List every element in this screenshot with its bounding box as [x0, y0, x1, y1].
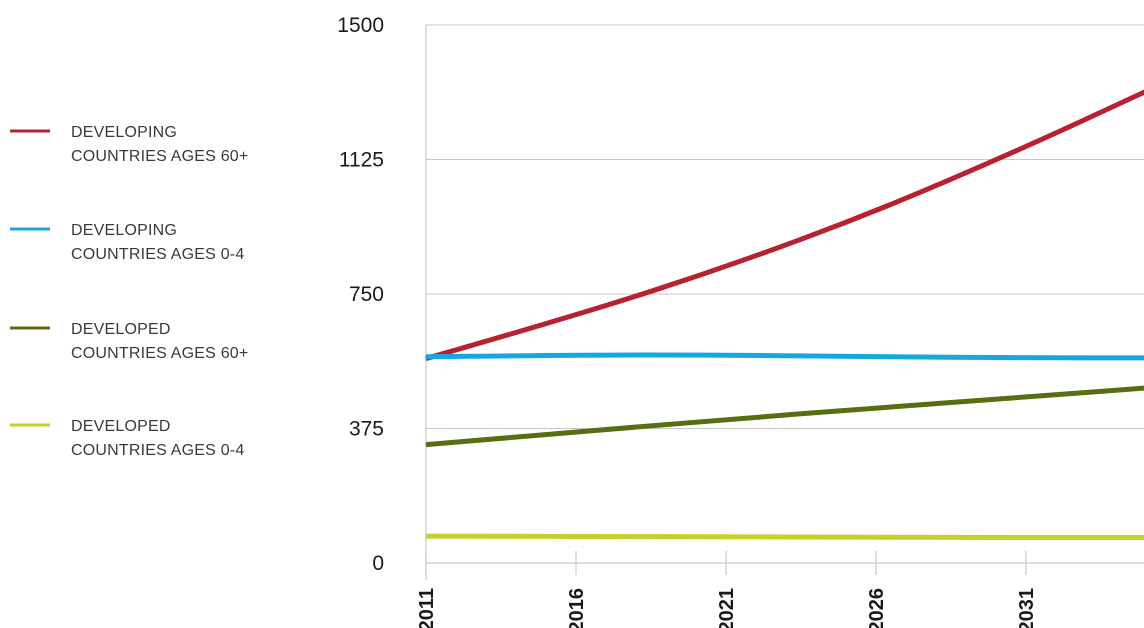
legend-label-3: DEVELOPED	[71, 321, 171, 338]
legend-label-2: DEVELOPING	[71, 222, 177, 239]
grid-lines	[426, 24, 1144, 429]
x-tick-label: 2031	[1016, 588, 1038, 628]
series-line-3	[425, 385, 1144, 448]
y-tick-label: 0	[372, 552, 384, 575]
legend-label-2: COUNTRIES AGES 0-4	[71, 246, 244, 263]
series-line-4	[425, 533, 1144, 541]
series-line-1	[425, 89, 1144, 361]
legend: DEVELOPING COUNTRIES AGES 60+ DEVELOPING CO…	[10, 124, 248, 459]
legend-label-3: COUNTRIES AGES 60+	[71, 345, 248, 362]
legend-label-4: COUNTRIES AGES 0-4	[71, 442, 244, 459]
y-axis-ticks: 0 375 750 1125 1500	[337, 14, 384, 575]
series-line-2	[425, 352, 1144, 361]
x-axis-ticks: 2011 2016 2021 2026 2031	[416, 551, 1038, 628]
legend-label-1: DEVELOPING	[71, 124, 177, 141]
x-tick-label: 2011	[416, 588, 438, 628]
x-tick-label: 2026	[866, 588, 888, 628]
series-lines	[425, 89, 1144, 541]
y-tick-label: 1500	[337, 14, 384, 37]
y-tick-label: 750	[349, 283, 384, 306]
y-tick-label: 1125	[339, 149, 384, 172]
axes	[425, 25, 1144, 580]
legend-label-1: COUNTRIES AGES 60+	[71, 148, 248, 165]
legend-label-4: DEVELOPED	[71, 418, 171, 435]
y-tick-label: 375	[349, 418, 384, 441]
x-tick-label: 2021	[716, 588, 738, 628]
x-tick-label: 2016	[566, 588, 588, 628]
